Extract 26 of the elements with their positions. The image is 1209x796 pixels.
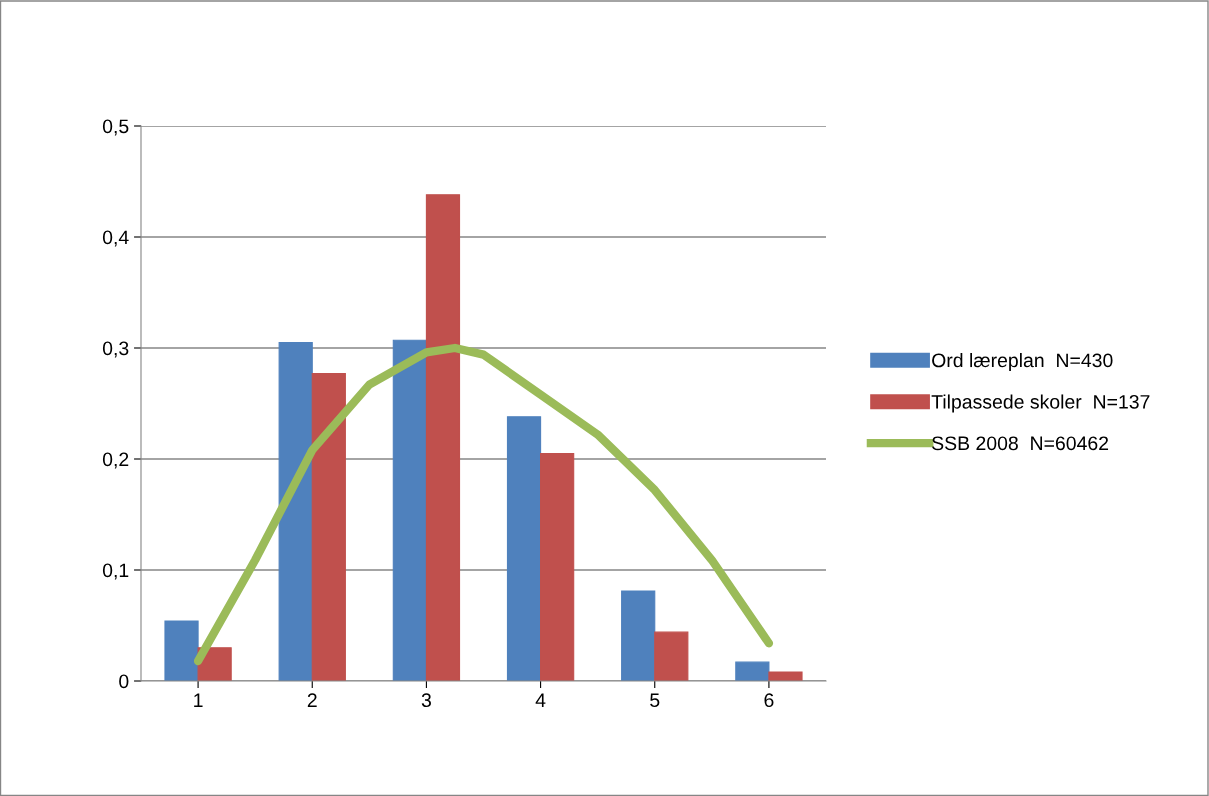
y-tick-label: 0,2 [102, 452, 129, 469]
bar [540, 452, 575, 681]
bar [506, 416, 542, 681]
bar [654, 631, 689, 681]
bar [311, 372, 346, 681]
legend-label: Tilpassede skoler N=137 [931, 394, 1150, 413]
bar [425, 194, 461, 681]
x-tick-label: 6 [764, 693, 774, 708]
bar [735, 661, 770, 681]
bar [392, 339, 427, 681]
x-tick-label: 5 [650, 693, 660, 708]
x-tick-label: 1 [194, 693, 203, 707]
bar [164, 620, 199, 681]
y-tick-label: 0 [119, 674, 129, 689]
bar [621, 590, 656, 681]
y-tick-label: 0,4 [102, 230, 129, 247]
x-tick-label: 4 [535, 693, 546, 707]
y-tick-label: 0,1 [102, 563, 129, 580]
legend-label: Ord læreplan N=430 [932, 352, 1113, 372]
x-tick-label: 2 [307, 693, 317, 707]
y-tick-label: 0,5 [102, 119, 129, 136]
y-tick-label: 0,3 [102, 341, 129, 358]
legend-label: SSB 2008 N=60462 [932, 436, 1109, 451]
bar [278, 341, 313, 681]
bar [768, 671, 803, 681]
x-tick-label: 3 [421, 693, 431, 708]
